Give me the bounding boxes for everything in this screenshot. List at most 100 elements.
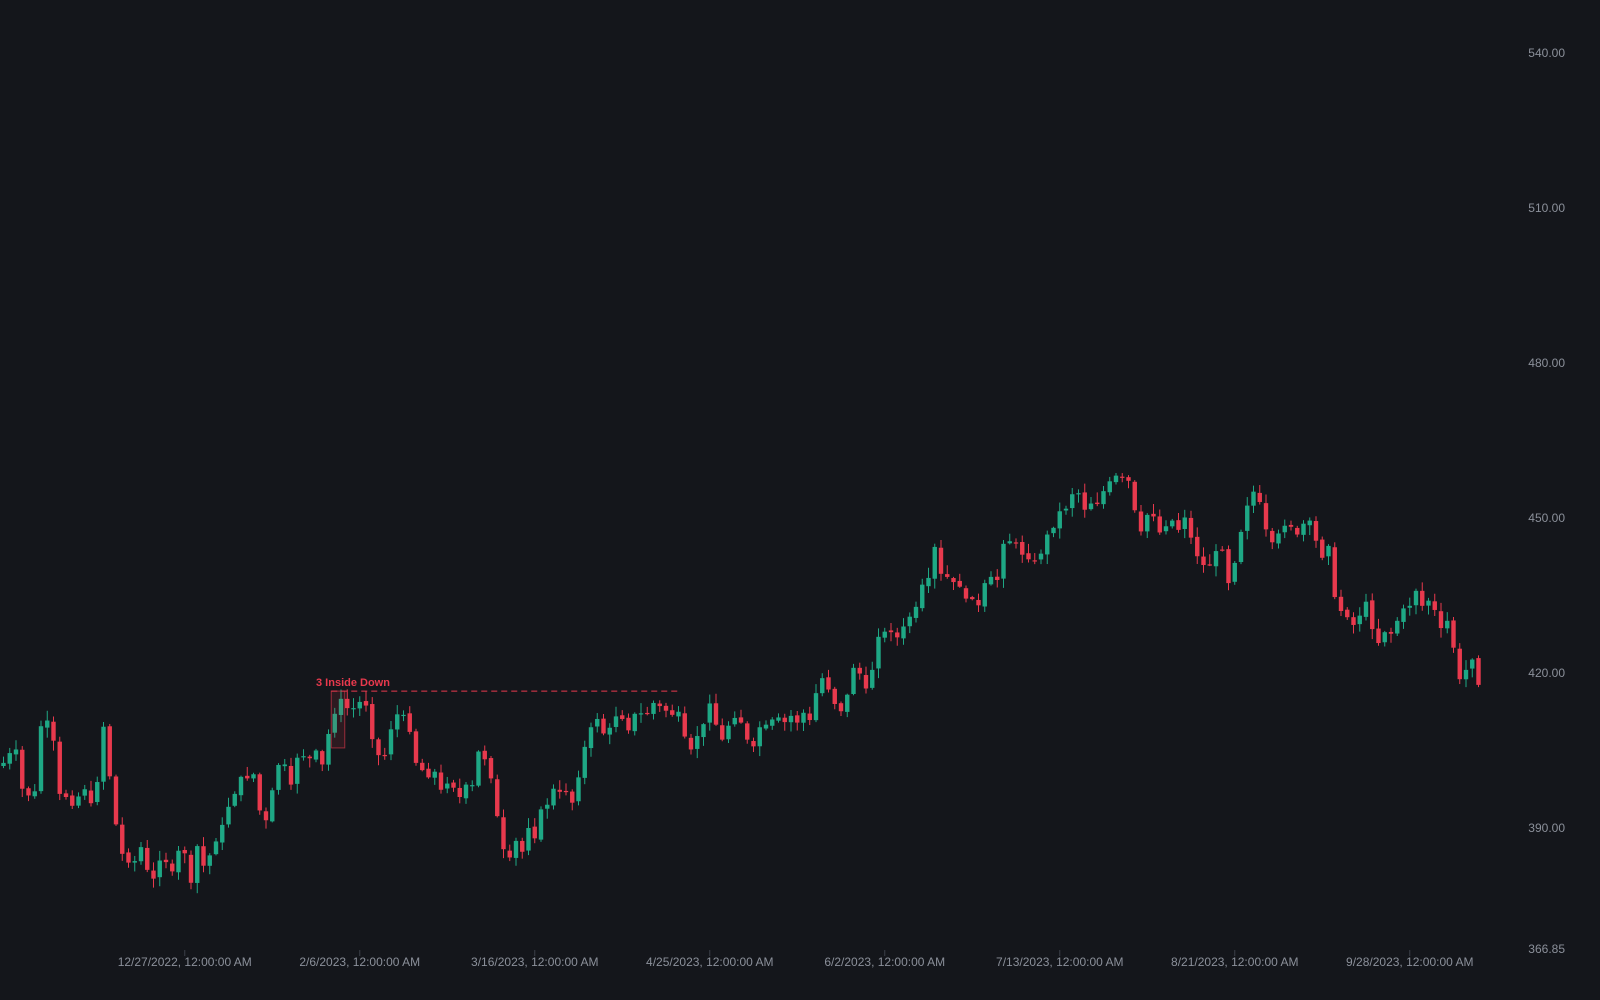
candle — [295, 753, 300, 794]
candle — [1463, 660, 1469, 688]
candle — [1120, 473, 1125, 483]
x-tick-label: 12/27/2022, 12:00:00 AM — [118, 955, 252, 969]
candle-body — [807, 713, 812, 721]
candle — [351, 698, 356, 718]
y-tick-label: 450.00 — [1528, 511, 1565, 525]
candle — [1326, 544, 1331, 566]
candle — [682, 706, 687, 739]
candle — [676, 706, 681, 722]
candle-body — [351, 708, 356, 710]
candle — [257, 772, 262, 815]
candle-body — [45, 720, 50, 728]
candle-body — [1388, 631, 1394, 634]
candle-body — [445, 783, 450, 789]
candle-body — [970, 597, 975, 600]
candle-body — [382, 754, 387, 757]
candle-body — [951, 578, 956, 583]
candle — [882, 627, 887, 643]
candle-body — [1201, 556, 1206, 566]
candle-body — [801, 712, 806, 723]
candle-body — [1476, 658, 1481, 685]
candle — [651, 700, 656, 720]
candle-body — [1295, 527, 1300, 535]
candle — [876, 628, 881, 679]
candle-body — [357, 701, 362, 709]
candle — [1470, 658, 1475, 678]
candle — [1220, 546, 1225, 552]
candle — [1476, 655, 1481, 688]
candle — [95, 776, 100, 806]
candle — [526, 818, 531, 856]
candle — [1295, 525, 1300, 538]
candle — [113, 774, 119, 826]
candle-body — [120, 824, 125, 854]
candle-body — [245, 775, 250, 779]
y-tick-label: 390.00 — [1528, 821, 1565, 835]
candle — [195, 844, 200, 894]
candle — [638, 703, 644, 723]
candle — [395, 705, 400, 738]
candle-body — [1145, 514, 1150, 532]
candle-body — [1132, 481, 1137, 511]
candle-body — [763, 724, 769, 729]
candle-body — [1376, 628, 1381, 644]
candle — [832, 686, 837, 710]
candle — [326, 729, 331, 771]
candle-body — [395, 714, 400, 730]
candle — [720, 718, 725, 742]
candle — [363, 691, 369, 712]
candle-body — [1270, 530, 1275, 543]
candle-body — [388, 729, 394, 755]
candle — [107, 723, 112, 780]
candle — [1382, 630, 1387, 647]
candle-body — [1451, 620, 1456, 648]
candle-body — [1107, 481, 1112, 493]
candle-body — [676, 711, 681, 717]
candle-body — [1113, 475, 1119, 483]
candle-body — [888, 630, 894, 633]
candle-body — [651, 702, 656, 714]
y-tick-label: 540.00 — [1528, 46, 1565, 60]
candle-body — [988, 576, 994, 585]
candle — [157, 850, 162, 887]
candle-body — [70, 795, 75, 806]
candle-body — [332, 713, 337, 733]
candle — [401, 710, 406, 722]
candle — [870, 661, 875, 690]
candle — [1451, 617, 1456, 653]
candle — [1020, 535, 1025, 563]
candle — [551, 784, 556, 810]
candle-body — [1432, 601, 1437, 610]
candle-body — [995, 576, 1000, 580]
candle-body — [426, 768, 431, 778]
y-axis: 540.00 510.00 480.00 450.00 420.00 390.00 366.… — [1528, 46, 1565, 956]
candle-body — [38, 726, 44, 792]
candle-body — [595, 718, 600, 727]
candle — [1026, 543, 1031, 563]
candle — [1301, 520, 1306, 542]
candle — [807, 706, 812, 726]
candle-body — [13, 749, 19, 755]
candle-body — [1057, 511, 1062, 529]
candle-body — [232, 793, 237, 806]
candle-body — [1357, 615, 1362, 625]
candle-body — [195, 846, 200, 883]
candle-body — [482, 750, 487, 760]
candle — [320, 749, 325, 772]
candle-body — [826, 677, 831, 690]
candle-body — [626, 717, 631, 731]
candle-body — [895, 632, 900, 638]
candle — [582, 740, 587, 785]
candle — [463, 782, 469, 804]
candle-body — [1382, 632, 1387, 643]
candle — [926, 567, 931, 594]
candle-body — [932, 546, 937, 579]
candle — [745, 721, 750, 744]
candle — [1163, 520, 1169, 535]
candle — [1, 756, 6, 769]
candle-body — [926, 577, 931, 587]
candle — [1176, 513, 1181, 533]
candle — [251, 772, 256, 783]
candle — [445, 776, 450, 794]
